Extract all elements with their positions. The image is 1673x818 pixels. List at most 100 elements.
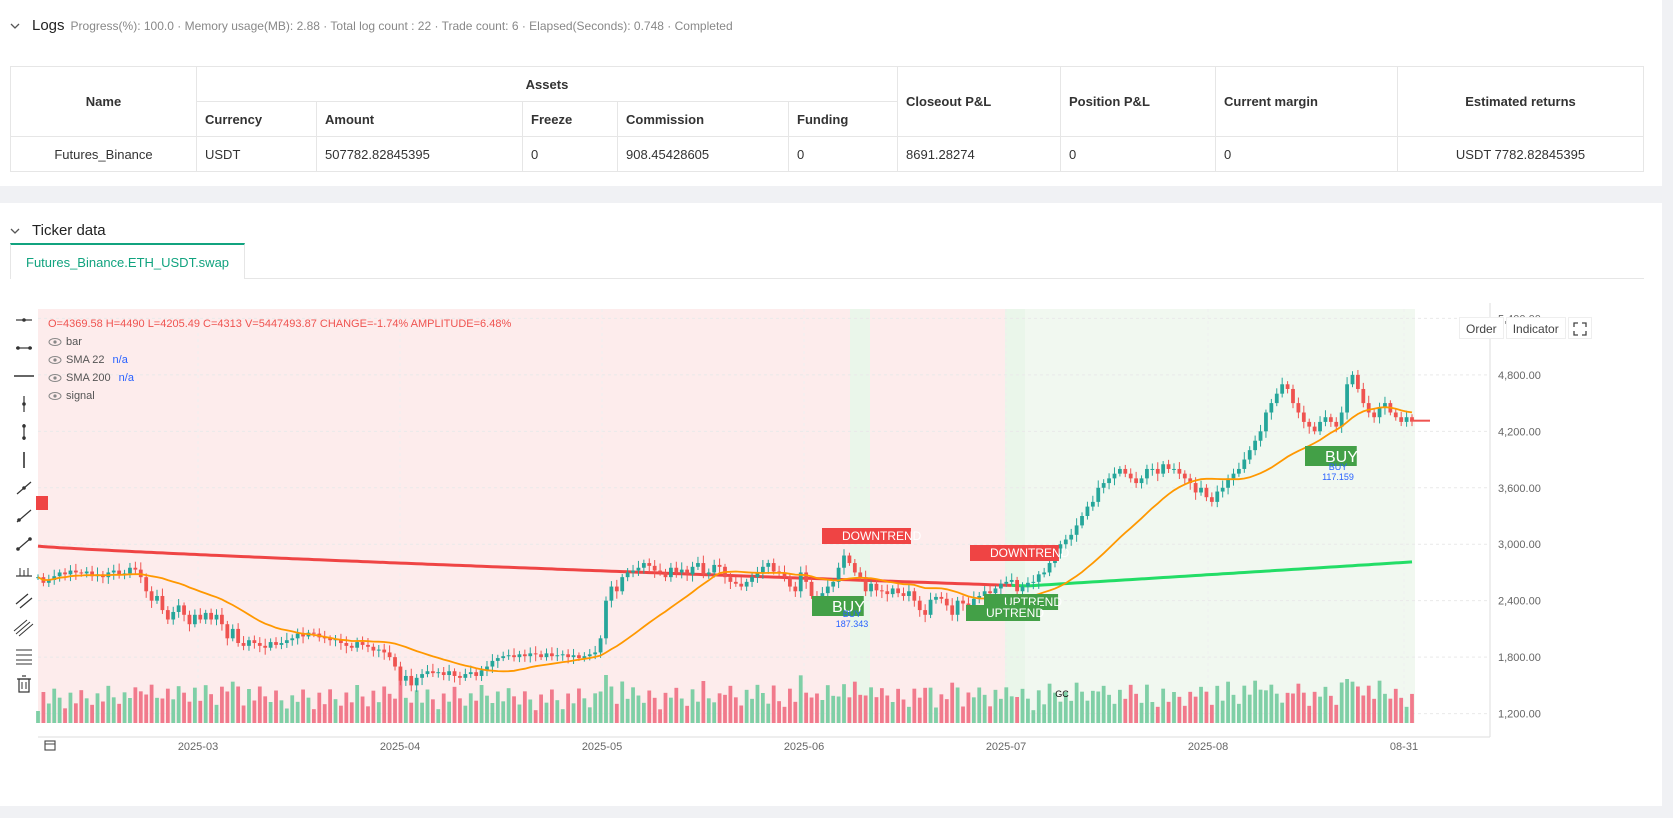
ticker-header[interactable]: Ticker data bbox=[10, 222, 106, 239]
col-position: Position P&L bbox=[1060, 66, 1216, 137]
chevron-down-icon[interactable] bbox=[10, 21, 20, 31]
volume-bar bbox=[971, 697, 976, 723]
eye-icon[interactable] bbox=[48, 355, 62, 365]
volume-bar bbox=[68, 692, 73, 723]
volume-bar bbox=[311, 709, 316, 723]
candle bbox=[187, 610, 192, 632]
candle bbox=[609, 581, 614, 608]
volume-bar bbox=[988, 706, 992, 723]
volume-bar bbox=[192, 687, 197, 723]
volume-bar bbox=[387, 693, 392, 723]
candle bbox=[560, 650, 565, 661]
fib-channel-icon[interactable] bbox=[12, 618, 36, 638]
col-funding: Funding bbox=[788, 101, 898, 137]
chevron-down-icon[interactable] bbox=[10, 226, 20, 236]
volume-bar bbox=[1399, 697, 1404, 723]
volume-bar bbox=[522, 691, 527, 723]
svg-text:UPTREND: UPTREND bbox=[986, 606, 1044, 620]
segment-line-icon[interactable] bbox=[12, 534, 36, 554]
candle bbox=[57, 569, 62, 582]
y-tick-label: 4,800.00 bbox=[1498, 370, 1541, 382]
volume-bar bbox=[317, 692, 322, 723]
fullscreen-icon[interactable] bbox=[1567, 317, 1592, 339]
volume-bar bbox=[284, 708, 289, 723]
volume-bar bbox=[144, 694, 149, 723]
volume-bar bbox=[809, 697, 814, 723]
volume-bar bbox=[750, 698, 754, 723]
legend-item-sma22[interactable]: SMA 22 n/a bbox=[48, 351, 511, 369]
volume-bar bbox=[333, 699, 338, 723]
candle bbox=[1069, 528, 1074, 546]
volume-bar bbox=[982, 694, 987, 723]
volume-bar bbox=[1080, 691, 1084, 723]
x-tick-label: 2025-05 bbox=[582, 741, 622, 753]
logs-header[interactable]: Logs Progress(%): 100.0 · Memory usage(M… bbox=[10, 17, 733, 34]
eye-icon[interactable] bbox=[48, 373, 62, 383]
last-price-mark bbox=[1410, 419, 1430, 422]
logs-summary: Progress(%): 100.0 · Memory usage(MB): 2… bbox=[70, 18, 733, 33]
candlestick-chart[interactable]: 5,400.004,800.004,200.003,600.003,000.00… bbox=[0, 303, 1600, 793]
indicator-button[interactable]: Indicator bbox=[1505, 317, 1566, 339]
order-button[interactable]: Order bbox=[1459, 317, 1504, 339]
volume-bar bbox=[1182, 705, 1187, 723]
x-tick-label: 2025-08 bbox=[1188, 741, 1228, 753]
bull-zone bbox=[1025, 309, 1415, 723]
vertical-line-icon[interactable] bbox=[12, 394, 36, 414]
candle bbox=[1226, 474, 1230, 495]
volume-bar bbox=[1053, 692, 1057, 723]
legend-item-signal[interactable]: signal bbox=[48, 387, 511, 405]
trend-line-icon[interactable] bbox=[12, 478, 36, 498]
volume-bar bbox=[1112, 703, 1117, 723]
volume-bar bbox=[934, 707, 938, 723]
signal-downtrend: DOWNTREND bbox=[822, 528, 922, 544]
volume-bar bbox=[1377, 680, 1382, 723]
candle bbox=[1182, 470, 1187, 485]
y-tick-label: 3,600.00 bbox=[1498, 483, 1541, 495]
candle bbox=[1166, 459, 1171, 474]
tab-eth-usdt-swap[interactable]: Futures_Binance.ETH_USDT.swap bbox=[10, 243, 246, 279]
volume-bar bbox=[1155, 706, 1160, 723]
volume-bar bbox=[117, 703, 122, 723]
volume-bar bbox=[1334, 704, 1339, 723]
candle bbox=[501, 651, 506, 662]
candle bbox=[1296, 397, 1301, 419]
legend-item-bar[interactable]: bar bbox=[48, 333, 511, 351]
x-tick-label: 08-31 bbox=[1390, 741, 1418, 753]
candle bbox=[571, 648, 576, 665]
volume-bar bbox=[593, 693, 598, 723]
fib-retracement-icon[interactable] bbox=[12, 646, 36, 666]
candle bbox=[182, 602, 186, 622]
volume-bar bbox=[468, 693, 473, 723]
eye-icon[interactable] bbox=[48, 337, 62, 347]
extended-line-icon[interactable] bbox=[12, 366, 36, 386]
volume-bar bbox=[641, 702, 646, 723]
candle bbox=[192, 609, 197, 628]
parallel-channel-icon[interactable] bbox=[12, 590, 36, 610]
candle bbox=[809, 578, 814, 599]
volume-bar bbox=[998, 698, 1003, 723]
vertical-ray-icon[interactable] bbox=[12, 450, 36, 470]
candle bbox=[1220, 480, 1225, 498]
horizontal-ray-icon[interactable] bbox=[12, 310, 36, 330]
bull-zone bbox=[850, 309, 870, 723]
volume-bar bbox=[349, 702, 354, 723]
horizontal-line-icon[interactable] bbox=[12, 338, 36, 358]
ray-line-icon[interactable] bbox=[12, 506, 36, 526]
candle bbox=[685, 565, 690, 581]
volume-bar bbox=[328, 689, 333, 723]
candle bbox=[1063, 534, 1068, 550]
legend-item-sma200[interactable]: SMA 200 n/a bbox=[48, 369, 511, 387]
candle bbox=[1404, 410, 1409, 427]
eye-icon[interactable] bbox=[48, 391, 62, 401]
price-range-icon[interactable] bbox=[12, 562, 36, 582]
trash-icon[interactable] bbox=[12, 674, 36, 694]
candle bbox=[1004, 576, 1009, 587]
volume-bar bbox=[290, 695, 295, 723]
sma22-line bbox=[37, 406, 1413, 673]
volume-bar bbox=[506, 688, 511, 723]
vertical-segment-icon[interactable] bbox=[12, 422, 36, 442]
candle bbox=[1042, 567, 1047, 578]
cell-returns: USDT 7782.82845395 bbox=[1397, 136, 1644, 172]
candle bbox=[1323, 410, 1328, 427]
volume-bar bbox=[917, 697, 922, 723]
